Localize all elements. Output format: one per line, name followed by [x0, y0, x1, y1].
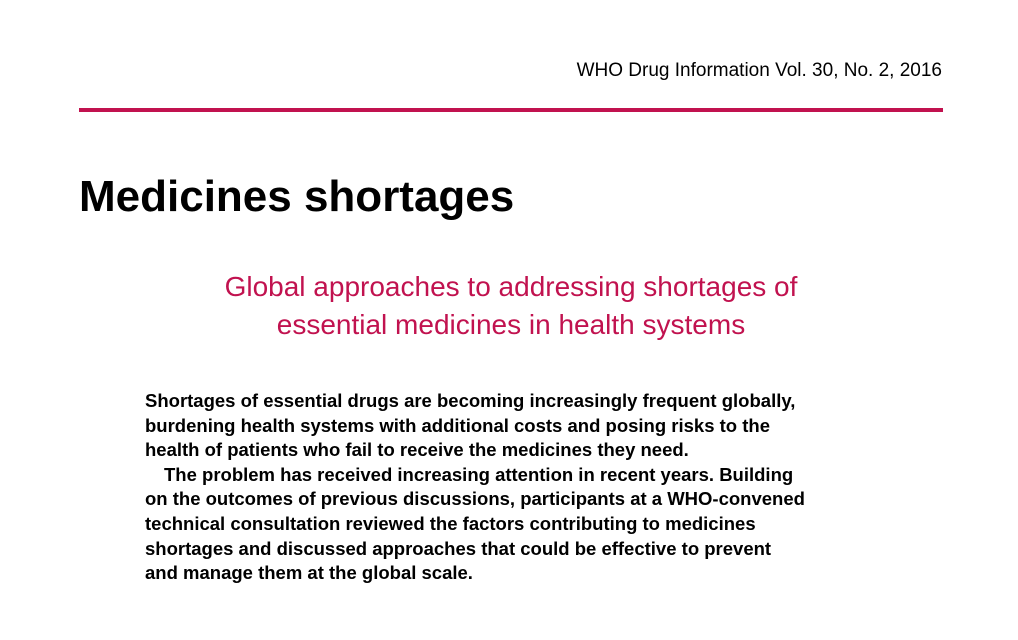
subtitle-line: Global approaches to addressing shortage…: [224, 271, 798, 302]
article-abstract: Shortages of essential drugs are becomin…: [145, 389, 885, 586]
abstract-line: burdening health systems with additional…: [145, 414, 770, 436]
abstract-line: and manage them at the global scale.: [145, 562, 473, 584]
abstract-line: shortages and discussed approaches that …: [145, 537, 772, 559]
article-title: Medicines shortages: [79, 172, 515, 221]
abstract-line: technical consultation reviewed the fact…: [145, 512, 756, 534]
article-subtitle: Global approaches to addressing shortage…: [79, 268, 943, 344]
subtitle-line: essential medicines in health systems: [276, 309, 746, 340]
abstract-line: on the outcomes of previous discussions,…: [145, 488, 805, 510]
abstract-line: health of patients who fail to receive t…: [145, 439, 689, 461]
abstract-line: Shortages of essential drugs are becomin…: [145, 390, 796, 411]
header-rule: [79, 108, 943, 112]
journal-citation: WHO Drug Information Vol. 30, No. 2, 201…: [576, 60, 942, 81]
abstract-line: The problem has received increasing atte…: [164, 463, 794, 485]
